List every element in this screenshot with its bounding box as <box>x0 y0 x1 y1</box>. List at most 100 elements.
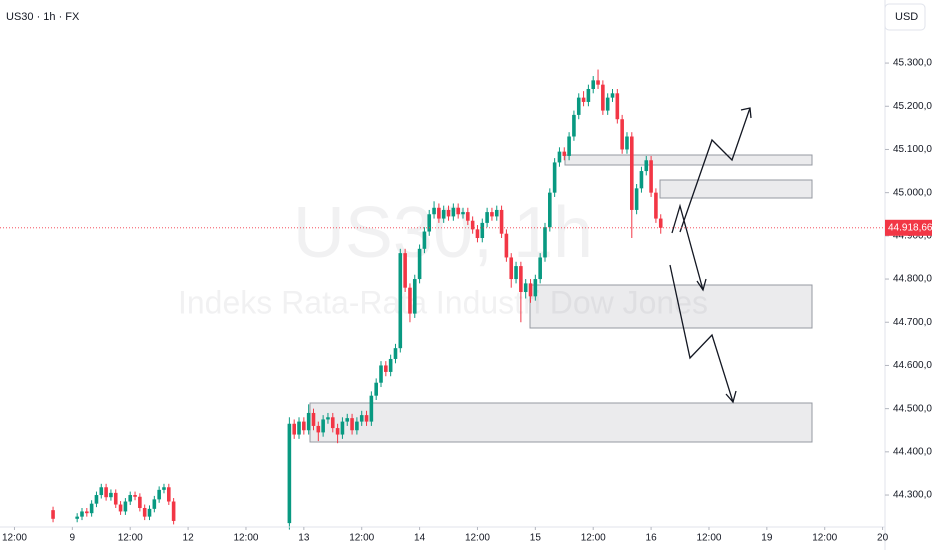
candle-body <box>519 266 523 293</box>
candle-body <box>287 423 292 524</box>
zone <box>529 284 813 329</box>
zone <box>659 179 813 199</box>
candle-body <box>461 212 465 215</box>
candle-body <box>441 209 446 219</box>
candle-body <box>586 88 591 102</box>
candle-body <box>340 421 345 435</box>
y-tick-label: 44.500,00 <box>893 403 932 414</box>
x-tick-label: 12:00 <box>696 533 721 544</box>
candle-body <box>475 229 480 239</box>
candle-body <box>311 412 316 426</box>
candle-body <box>157 489 161 500</box>
candle-body <box>297 421 301 435</box>
candle-body <box>427 214 432 232</box>
candle-body <box>162 487 166 490</box>
candle-body <box>596 80 600 85</box>
x-tick-label: 20 <box>877 533 889 544</box>
candle-body <box>514 266 518 280</box>
candle-body <box>625 136 629 150</box>
candle-body <box>345 418 350 422</box>
candle-body <box>615 93 620 120</box>
candle-body <box>393 348 398 359</box>
zone <box>309 402 813 443</box>
candle-body <box>142 507 147 517</box>
candle-body <box>138 496 142 508</box>
candle-body <box>432 207 436 215</box>
x-tick-label: 9 <box>70 533 76 544</box>
candle-body <box>171 501 176 521</box>
candle-body <box>359 415 364 422</box>
candle-body <box>109 492 113 498</box>
candle-body <box>490 212 494 217</box>
candle-body <box>321 419 325 433</box>
y-tick-label: 45.200,00 <box>893 101 932 112</box>
candle-body <box>572 114 576 137</box>
x-tick-label: 12:00 <box>118 533 143 544</box>
candle-body <box>543 227 547 258</box>
last-price-box <box>885 219 932 236</box>
x-tick-label: 19 <box>761 533 773 544</box>
candle-body <box>75 516 79 519</box>
currency-label[interactable]: USD <box>895 11 918 23</box>
arrow-head <box>696 278 707 292</box>
candle-body <box>51 510 55 519</box>
candle-body <box>644 160 649 172</box>
candle-body <box>388 358 393 372</box>
candle-body <box>133 495 137 497</box>
candle-body <box>104 487 108 498</box>
candle-body <box>384 365 388 372</box>
candle-body <box>369 395 374 422</box>
candle-body <box>548 192 552 228</box>
candle-body <box>292 423 296 435</box>
y-tick-label: 44.300,00 <box>893 490 932 501</box>
candle-body <box>99 487 104 496</box>
candle-body <box>562 151 567 156</box>
watermark: US30, 1h <box>293 193 593 273</box>
y-tick-label: 45.000,00 <box>893 187 932 198</box>
watermark-subtitle: Indeks Rata-Rata Industri Dow Jones <box>178 284 708 320</box>
candle-body <box>494 209 499 217</box>
arrow-head <box>740 107 752 119</box>
candle-body <box>654 192 658 219</box>
currency-button[interactable] <box>884 3 926 31</box>
zone <box>564 154 813 166</box>
x-tick-label: 12 <box>183 533 195 544</box>
candle-body <box>437 207 441 219</box>
candle-body <box>629 136 634 210</box>
x-tick-label: 13 <box>298 533 310 544</box>
candle-body <box>485 212 489 223</box>
candle-body <box>528 283 533 297</box>
y-tick-label: 45.100,00 <box>893 144 932 155</box>
symbol-title: US30 · 1h · FX <box>6 11 80 23</box>
candle-body <box>470 220 475 230</box>
x-tick-label: 12:00 <box>581 533 606 544</box>
candle-body <box>306 412 311 431</box>
candle-body <box>610 93 615 98</box>
candle-body <box>456 207 460 215</box>
candle-body <box>118 504 123 512</box>
candle-body <box>408 287 412 314</box>
y-tick-label: 44.800,00 <box>893 274 932 285</box>
candle-body <box>94 495 99 504</box>
candle-body <box>538 257 542 280</box>
candle-body <box>123 501 128 512</box>
x-tick-label: 12:00 <box>349 533 374 544</box>
candle-body <box>379 365 383 383</box>
y-tick-label: 45.300,00 <box>893 58 932 69</box>
candle-body <box>523 283 528 293</box>
candle-body <box>316 425 321 433</box>
candle-body <box>326 417 330 420</box>
arrow <box>671 203 704 291</box>
arrows <box>669 107 752 404</box>
candle-body <box>634 188 639 210</box>
candle-body <box>509 257 514 280</box>
arrow <box>669 264 734 403</box>
candle-body <box>499 209 504 234</box>
candle-body <box>302 421 306 431</box>
candle-body <box>446 209 451 217</box>
x-tick-label: 14 <box>414 533 426 544</box>
candle-body <box>639 171 644 189</box>
arrow <box>679 107 751 233</box>
candle-body <box>167 487 171 502</box>
